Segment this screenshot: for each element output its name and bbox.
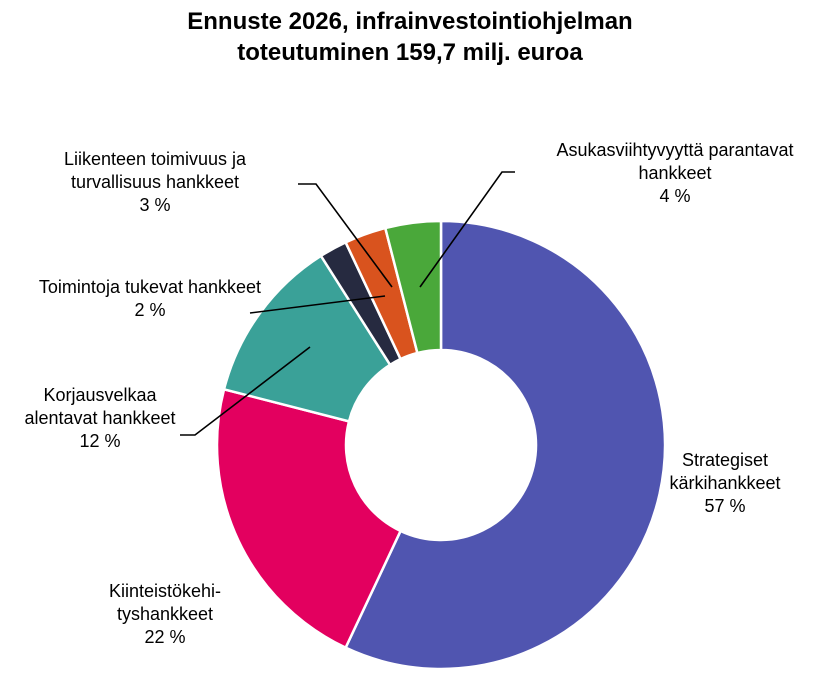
category-label: Kiinteistökehi-tyshankkeet	[108, 581, 222, 624]
donut-slice	[343, 219, 667, 671]
category-label: Liikenteen toimivuus ja turvallisuus han…	[63, 149, 247, 192]
category-label: Korjausvelkaa alentavat hankkeet	[24, 385, 176, 428]
data-label: Kiinteistökehi-tyshankkeet 22 %	[90, 580, 240, 649]
data-label: Asukasviihtyvyyttä parantavat hankkeet 4 …	[550, 139, 800, 208]
leader-line	[180, 346, 311, 436]
data-label: Strategiset kärkihankkeet 57 %	[660, 449, 790, 518]
donut-slice	[215, 387, 403, 650]
category-label: Asukasviihtyvyyttä parantavat hankkeet	[556, 140, 794, 183]
data-label: Toimintoja tukevat hankkeet 2 %	[30, 276, 270, 322]
value-label: 57 %	[704, 496, 746, 516]
data-label: Korjausvelkaa alentavat hankkeet 12 %	[20, 384, 180, 453]
leader-line	[249, 295, 386, 314]
chart-title: Ennuste 2026, infrainvestointiohjelman t…	[187, 8, 633, 66]
donut-slice	[222, 254, 392, 423]
value-label: 4 %	[659, 186, 691, 206]
value-label: 2 %	[134, 300, 166, 320]
value-label: 12 %	[79, 431, 121, 451]
leader-line	[298, 183, 393, 288]
value-label: 3 %	[139, 195, 171, 215]
leader-line	[419, 171, 515, 288]
donut-slice	[383, 219, 443, 355]
value-label: 22 %	[144, 627, 186, 647]
category-label: Toimintoja tukevat hankkeet	[38, 277, 262, 297]
data-label: Liikenteen toimivuus ja turvallisuus han…	[20, 148, 290, 217]
category-label: Strategiset kärkihankkeet	[669, 450, 781, 493]
